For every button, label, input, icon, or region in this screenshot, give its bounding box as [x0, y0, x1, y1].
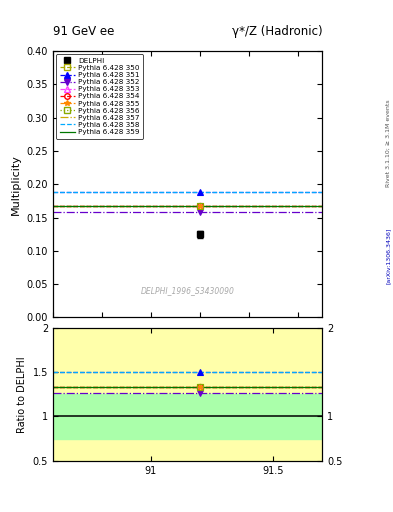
Legend: DELPHI, Pythia 6.428 350, Pythia 6.428 351, Pythia 6.428 352, Pythia 6.428 353, : DELPHI, Pythia 6.428 350, Pythia 6.428 3…: [56, 54, 143, 139]
Text: γ*/Z (Hadronic): γ*/Z (Hadronic): [231, 26, 322, 38]
Text: [arXiv:1306.3436]: [arXiv:1306.3436]: [386, 228, 391, 284]
Text: Rivet 3.1.10; ≥ 3.1M events: Rivet 3.1.10; ≥ 3.1M events: [386, 99, 391, 187]
Text: DELPHI_1996_S3430090: DELPHI_1996_S3430090: [141, 286, 235, 295]
Y-axis label: Ratio to DELPHI: Ratio to DELPHI: [17, 356, 27, 433]
Y-axis label: Multiplicity: Multiplicity: [11, 154, 21, 215]
Text: 91 GeV ee: 91 GeV ee: [53, 26, 114, 38]
Bar: [53, 394, 322, 439]
